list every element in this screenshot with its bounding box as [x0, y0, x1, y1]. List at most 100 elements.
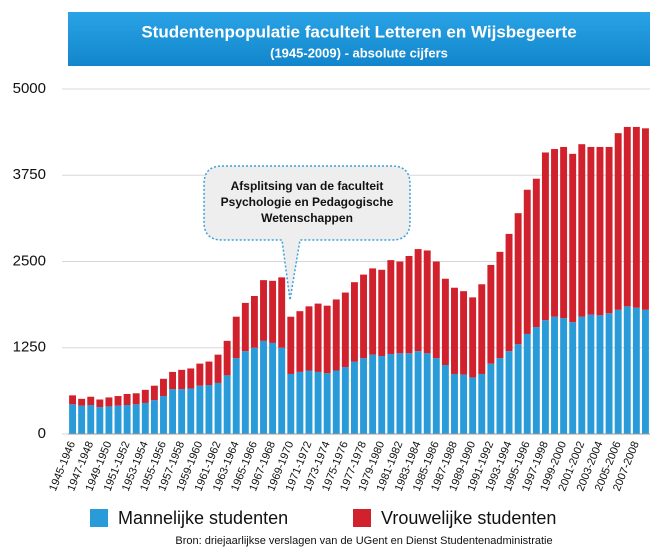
- bar-segment: [460, 374, 468, 434]
- bar-segment: [78, 398, 86, 406]
- bar-segment: [641, 309, 649, 434]
- bar-segment: [96, 399, 104, 408]
- bar-segment: [396, 261, 404, 354]
- legend-label: Vrouwelijke studenten: [381, 508, 556, 528]
- bar-segment: [432, 261, 440, 359]
- bar-segment: [78, 405, 86, 434]
- bar-segment: [332, 299, 340, 371]
- bar-segment: [350, 361, 358, 434]
- bar-segment: [260, 280, 267, 341]
- bar-segment: [478, 284, 486, 374]
- bar-segment: [341, 292, 349, 368]
- annotation: Afsplitsing van de faculteit Psychologie …: [203, 165, 411, 301]
- bar-segment: [578, 144, 586, 317]
- bar-segment: [396, 353, 404, 434]
- bar-segment: [596, 315, 604, 434]
- bar-segment: [587, 146, 595, 315]
- bar-segment: [569, 322, 577, 434]
- bar-segment: [141, 402, 149, 434]
- y-tick-label: 3750: [13, 166, 46, 183]
- bar-segment: [405, 255, 413, 354]
- annotation-text: Afsplitsing van de faculteit: [231, 179, 384, 193]
- title-box: [68, 12, 650, 66]
- bar-segment: [532, 178, 540, 328]
- bar-segment: [232, 358, 240, 434]
- bar-segment: [169, 371, 177, 390]
- bar-segment: [260, 340, 267, 434]
- bar-segment: [178, 369, 186, 390]
- bar-segment: [114, 405, 122, 434]
- bar-segment: [423, 250, 431, 354]
- bar-segment: [323, 305, 331, 374]
- bar-segment: [469, 377, 477, 434]
- bar-segment: [505, 351, 513, 434]
- bar-segment: [232, 316, 240, 359]
- bar-segment: [132, 404, 140, 434]
- bar-segment: [178, 389, 186, 434]
- bar-segment: [250, 296, 258, 348]
- bar-segment: [69, 395, 77, 405]
- y-tick-label: 1250: [13, 339, 46, 356]
- bar-segment: [169, 389, 177, 434]
- bar-segment: [405, 353, 413, 434]
- bar-segment: [632, 307, 640, 434]
- bar-segment: [496, 358, 504, 434]
- bar-segment: [641, 128, 649, 310]
- bar-segment: [341, 367, 349, 434]
- annotation-text: Psychologie en Pedagogische: [221, 195, 394, 209]
- bar-segment: [605, 313, 613, 434]
- bar-segment: [287, 373, 295, 434]
- bar-segment: [514, 213, 522, 345]
- bar-segment: [323, 373, 331, 434]
- bar-segment: [141, 389, 149, 403]
- bar-segment: [378, 269, 386, 357]
- bar-segment: [414, 351, 422, 434]
- bar-segment: [296, 371, 304, 434]
- bar-segment: [196, 363, 204, 386]
- bar-segment: [196, 385, 204, 434]
- bar-segment: [614, 309, 622, 434]
- bar-segment: [132, 393, 140, 405]
- bar-segment: [560, 318, 568, 434]
- bar-segment: [360, 358, 368, 434]
- source-note: Bron: driejaarlijkse verslagen van de UG…: [175, 535, 552, 547]
- bar-segment: [369, 268, 377, 355]
- bar-segment: [632, 126, 640, 308]
- bar-segment: [360, 274, 368, 359]
- bar-segment: [87, 396, 95, 406]
- y-tick-label: 5000: [13, 80, 46, 97]
- bar-segment: [305, 370, 313, 434]
- bar-segment: [160, 396, 167, 434]
- bar-segment: [123, 393, 131, 406]
- bar-segment: [214, 382, 222, 434]
- bar-segment: [569, 153, 577, 323]
- bar-segment: [287, 316, 295, 374]
- bar-segment: [296, 311, 304, 372]
- bar-segment: [441, 365, 449, 434]
- bar-segment: [350, 282, 358, 362]
- bar-segment: [487, 363, 495, 434]
- bar-segment: [614, 133, 622, 310]
- legend-label: Mannelijke studenten: [118, 508, 288, 528]
- bar-segment: [123, 405, 131, 434]
- bar-segment: [160, 378, 167, 397]
- bar-segment: [578, 316, 586, 434]
- bar-segment: [441, 278, 449, 365]
- bar-segment: [514, 344, 522, 434]
- bar-segment: [150, 400, 158, 434]
- bar-segment: [223, 340, 231, 376]
- bar-segment: [596, 146, 604, 316]
- bar-segment: [87, 405, 95, 434]
- bar-segment: [387, 353, 395, 434]
- bar-segment: [305, 306, 313, 371]
- bar-segment: [387, 260, 395, 354]
- bar-segment: [96, 407, 104, 434]
- bar-segment: [241, 351, 249, 434]
- bar-segment: [487, 264, 495, 364]
- bar-segment: [623, 126, 631, 307]
- bar-segment: [432, 358, 440, 434]
- bar-segment: [523, 333, 531, 434]
- bar-segment: [278, 347, 286, 434]
- bar-segment: [214, 354, 222, 383]
